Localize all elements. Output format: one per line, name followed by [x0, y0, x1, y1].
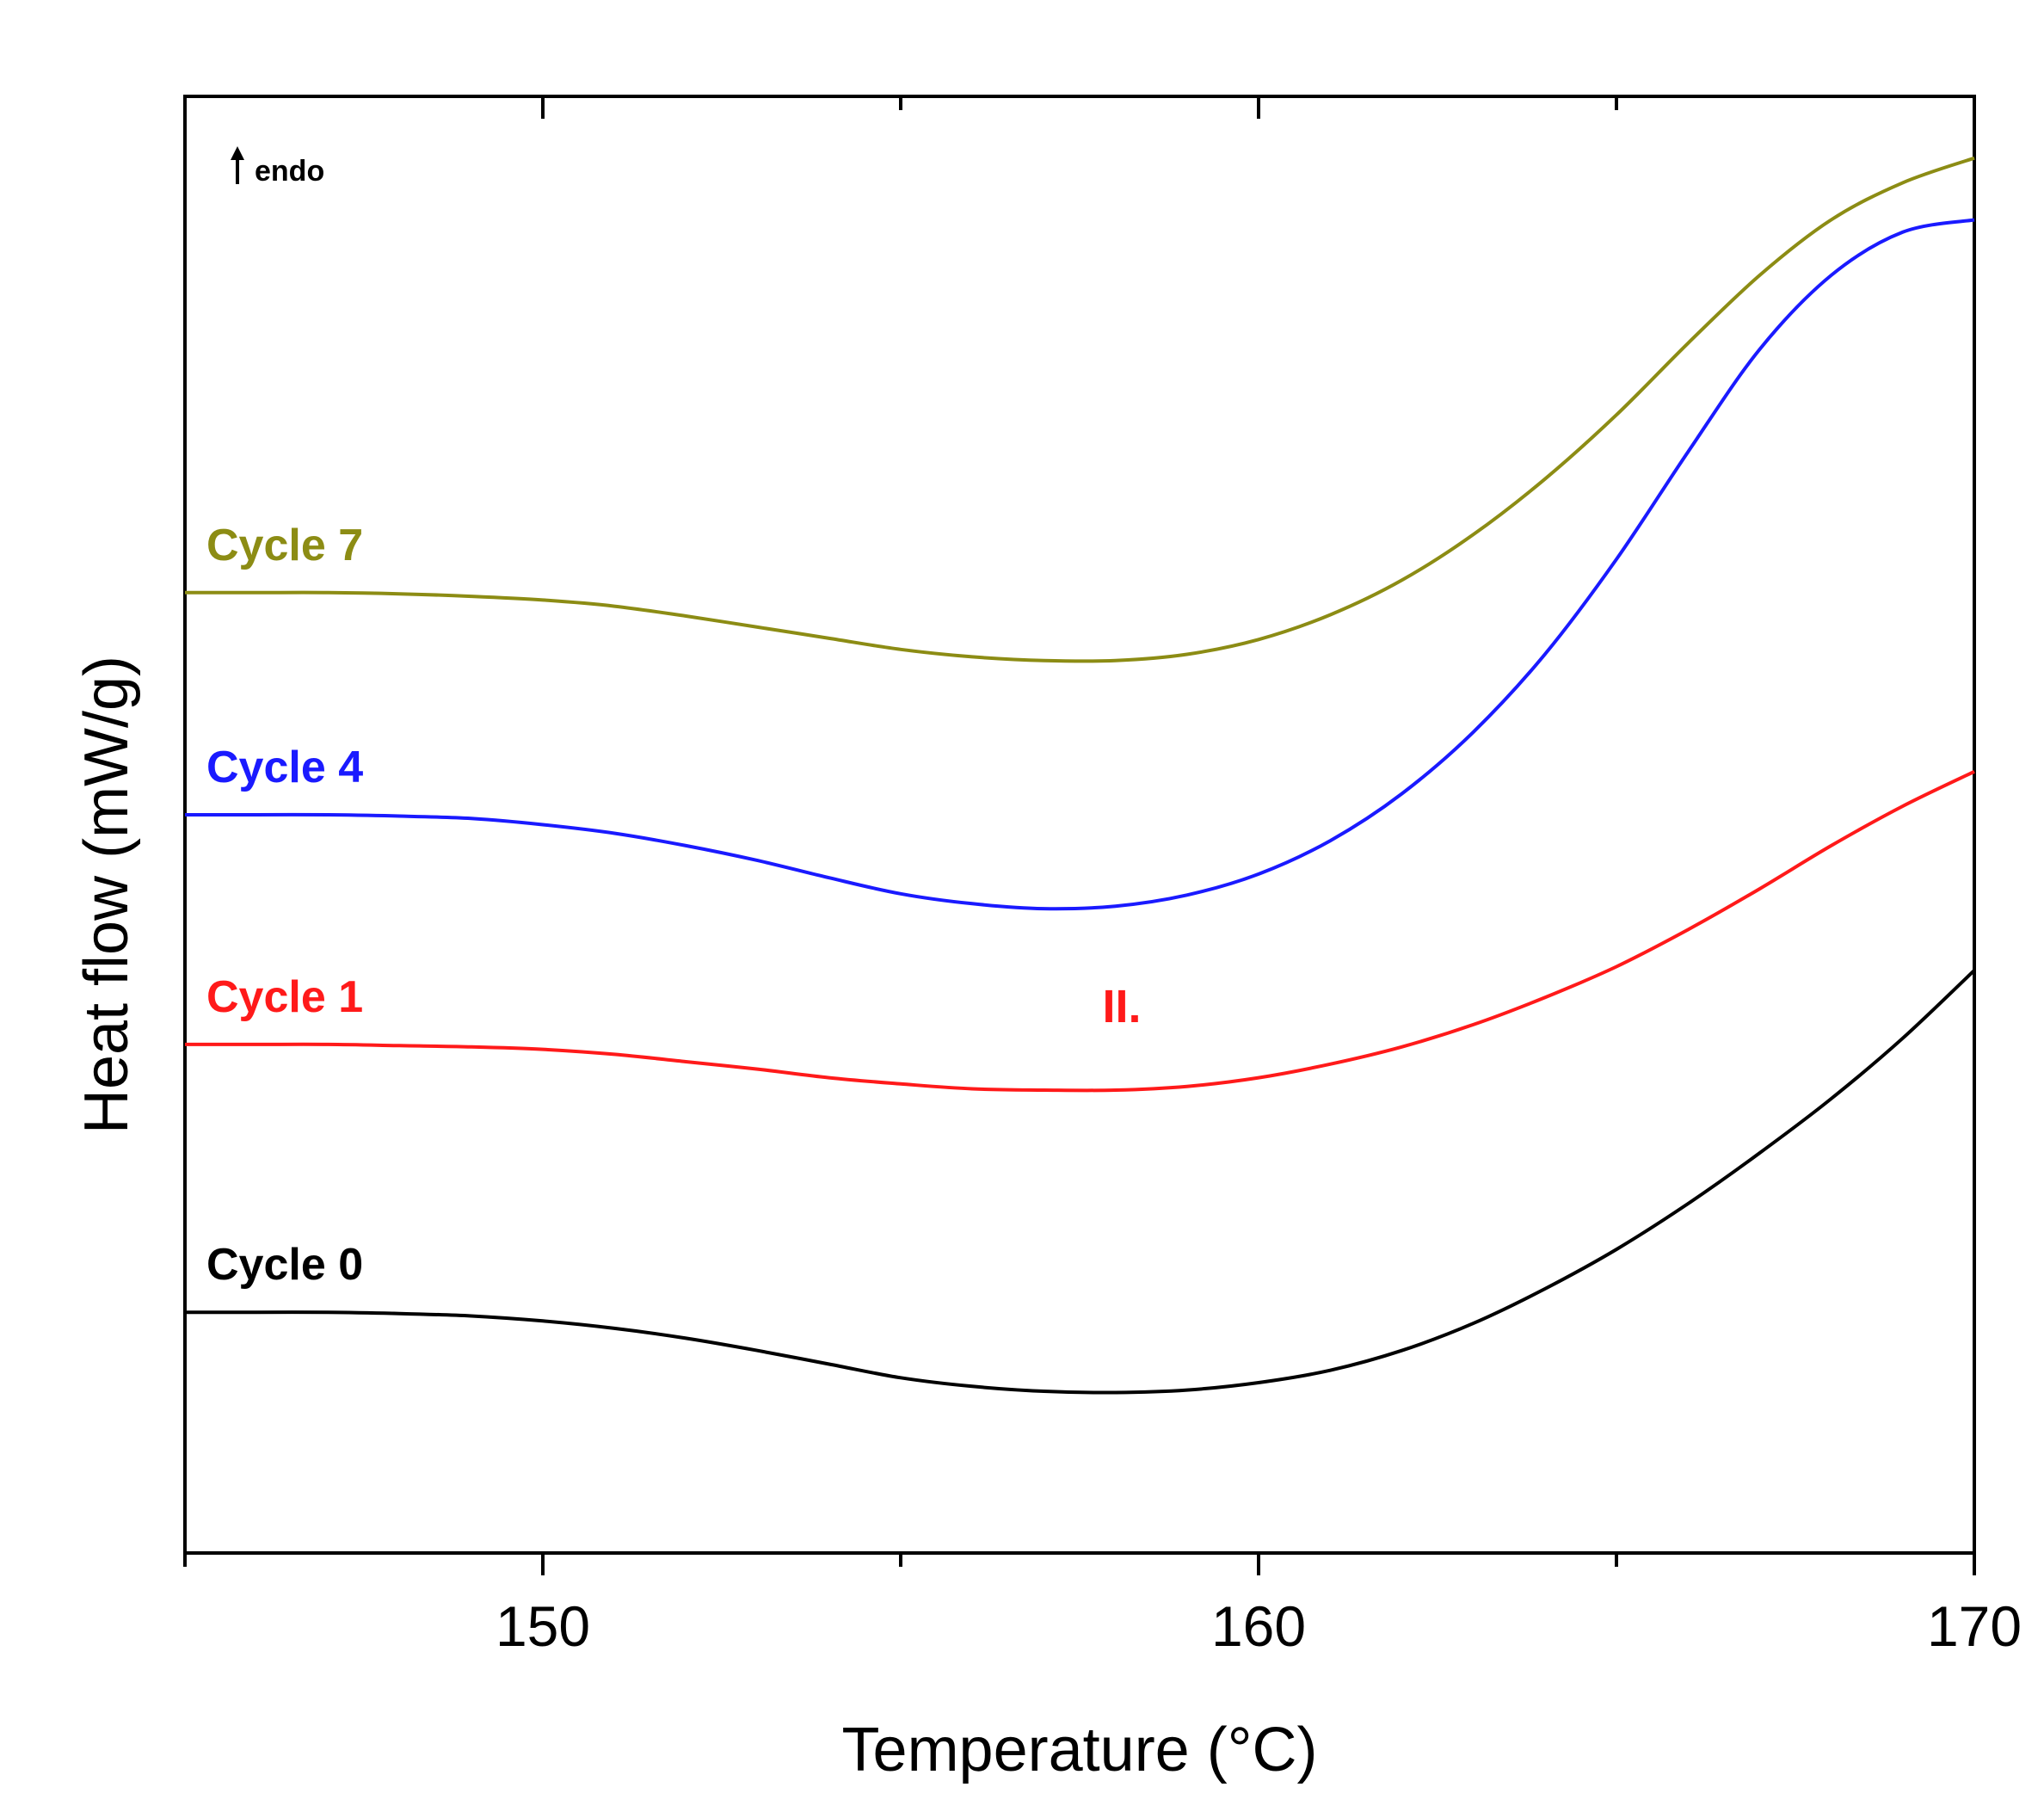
series-label-cycle-4: Cycle 4 — [206, 743, 363, 792]
series-line-cycle-7 — [185, 156, 1975, 663]
plot-frame — [183, 95, 1976, 1555]
endo-annotation: endo — [231, 146, 324, 188]
x-tick-label-150: 150 — [496, 1594, 590, 1658]
peak-ii-label: II. — [1102, 981, 1141, 1032]
axis-ticks: 150 160 170 — [183, 96, 2022, 1658]
series-labels: Cycle 7 Cycle 4 Cycle 1 Cycle 0 — [206, 521, 363, 1290]
series-label-cycle-1: Cycle 1 — [206, 972, 363, 1022]
series-label-cycle-0: Cycle 0 — [206, 1240, 363, 1290]
x-axis-title: Temperature (°C) — [842, 1716, 1318, 1784]
y-axis-title: Heat flow (mW/g) — [72, 656, 141, 1134]
series-line-cycle-1 — [185, 769, 1975, 1093]
series-label-cycle-7: Cycle 7 — [206, 521, 363, 570]
series-lines — [184, 156, 1976, 1395]
series-line-cycle-0 — [184, 969, 1976, 1395]
x-tick-label-170: 170 — [1927, 1594, 2022, 1658]
x-tick-label-160: 160 — [1211, 1594, 1306, 1658]
series-line-cycle-4 — [185, 218, 1975, 911]
endo-arrowhead-icon — [231, 146, 244, 160]
endo-label: endo — [255, 155, 324, 188]
